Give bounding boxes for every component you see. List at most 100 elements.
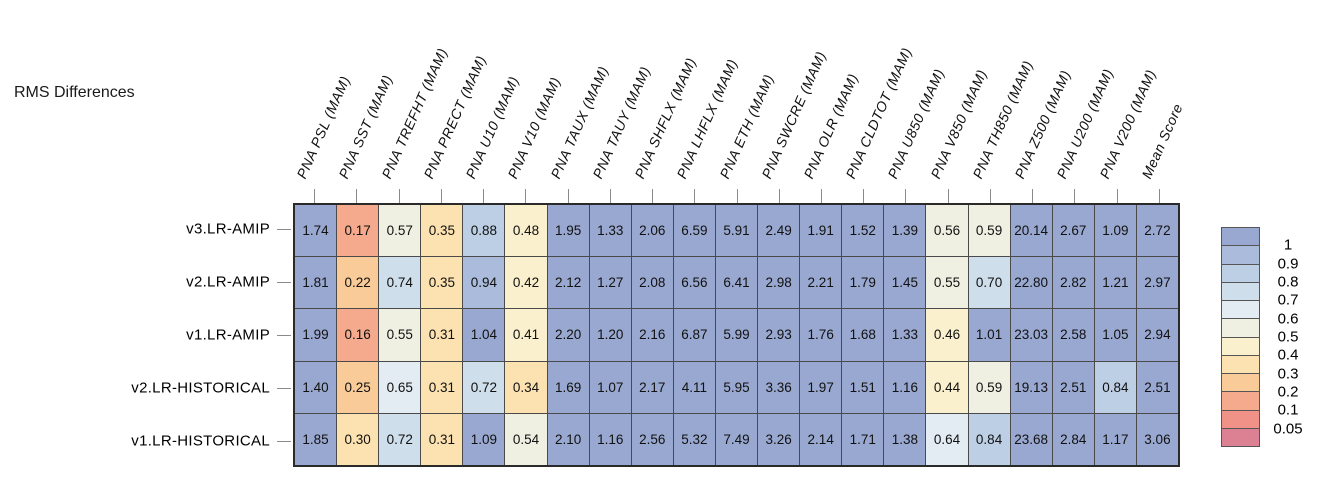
heatmap-cell: 3.06: [1136, 413, 1178, 465]
heatmap-cell: 0.57: [379, 205, 421, 257]
heatmap-cell: 23.68: [1010, 413, 1052, 465]
column-tick: [1074, 189, 1076, 203]
heatmap-cell: 0.64: [926, 413, 968, 465]
heatmap-cell: 2.51: [1052, 361, 1094, 413]
heatmap-cell: 0.46: [926, 309, 968, 361]
heatmap-cell: 1.07: [589, 361, 631, 413]
heatmap-cell: 1.68: [842, 309, 884, 361]
legend-tick-label: 0.7: [1277, 291, 1299, 309]
heatmap-cell: 0.35: [421, 257, 463, 309]
legend-color-band: [1222, 263, 1259, 282]
heatmap-cell: 1.45: [884, 257, 926, 309]
column-tick: [736, 189, 738, 203]
column-tick: [820, 189, 822, 203]
heatmap-cell: 1.99: [295, 309, 337, 361]
row-label: v1.LR-AMIP: [186, 326, 270, 344]
column-tick: [609, 189, 611, 203]
heatmap-cell: 1.16: [589, 413, 631, 465]
heatmap-cell: 2.06: [631, 205, 673, 257]
heatmap-cell: 2.58: [1052, 309, 1094, 361]
heatmap-cell: 0.84: [1094, 361, 1136, 413]
heatmap-cell: 1.17: [1094, 413, 1136, 465]
heatmap-cell: 2.84: [1052, 413, 1094, 465]
legend-color-band: [1222, 391, 1259, 410]
column-tick: [863, 189, 865, 203]
heatmap-cell: 1.69: [547, 361, 589, 413]
heatmap-cell: 1.95: [547, 205, 589, 257]
legend-tick-label: 0.9: [1277, 255, 1299, 273]
heatmap-cell: 1.79: [842, 257, 884, 309]
legend-tick-label: 0.4: [1277, 346, 1299, 364]
column-tick: [947, 189, 949, 203]
heatmap-cell: 1.97: [800, 361, 842, 413]
legend-color-band: [1222, 336, 1259, 355]
legend-color-band: [1222, 409, 1259, 428]
heatmap-cell: 1.27: [589, 257, 631, 309]
heatmap-cell: 0.42: [505, 257, 547, 309]
heatmap-cell: 2.21: [800, 257, 842, 309]
row-tick: [277, 282, 291, 284]
heatmap-cell: 1.33: [884, 309, 926, 361]
row-label: v2.LR-AMIP: [186, 273, 270, 291]
legend-tick-label: 1: [1283, 236, 1293, 254]
heatmap-cell: 5.91: [715, 205, 758, 257]
heatmap-cell: 1.38: [884, 413, 926, 465]
heatmap-grid: 1.74 0.17 0.57 0.35 0.88 0.48 1.95 1.33 2.06 6.59…: [293, 203, 1180, 467]
legend-tick-label: 0.3: [1277, 365, 1299, 383]
heatmap-cell: 5.32: [673, 413, 715, 465]
heatmap-cell: 0.54: [505, 413, 547, 465]
heatmap-cell: 2.16: [631, 309, 673, 361]
column-tick: [356, 189, 358, 203]
heatmap-cell: 0.88: [463, 205, 505, 257]
heatmap-cell: 1.20: [589, 309, 631, 361]
legend-tick-label: 0.05: [1273, 420, 1303, 438]
heatmap-cell: 6.87: [673, 309, 715, 361]
legend-tick-label: 0.6: [1277, 310, 1299, 328]
heatmap-cell: 2.51: [1136, 361, 1178, 413]
heatmap-cell: 2.17: [631, 361, 673, 413]
heatmap-cell: 0.31: [421, 413, 463, 465]
heatmap-cell: 0.72: [463, 361, 505, 413]
heatmap-cell: 0.72: [379, 413, 421, 465]
legend-tick-label: 0.8: [1277, 273, 1299, 291]
legend-color-band: [1222, 228, 1259, 246]
legend-tick-label: 0.2: [1277, 383, 1299, 401]
heatmap-cell: 0.48: [505, 205, 547, 257]
legend-tick-label: 0.5: [1277, 328, 1299, 346]
heatmap-cell: 20.14: [1010, 205, 1052, 257]
row-tick: [277, 229, 291, 231]
heatmap-cell: 7.49: [715, 413, 758, 465]
column-tick: [398, 189, 400, 203]
heatmap-cell: 3.36: [758, 361, 800, 413]
heatmap-cell: 2.97: [1136, 257, 1178, 309]
column-tick: [567, 189, 569, 203]
heatmap-cell: 6.56: [673, 257, 715, 309]
heatmap-cell: 1.91: [800, 205, 842, 257]
heatmap-cell: 1.39: [884, 205, 926, 257]
heatmap-cell: 0.56: [926, 205, 968, 257]
column-tick: [440, 189, 442, 203]
heatmap-cell: 22.80: [1010, 257, 1052, 309]
legend-color-band: [1222, 245, 1259, 264]
heatmap-cell: 1.81: [295, 257, 337, 309]
heatmap-cell: 2.67: [1052, 205, 1094, 257]
heatmap-cell: 0.22: [337, 257, 379, 309]
legend-color-band: [1222, 318, 1259, 337]
heatmap-cell: 1.04: [463, 309, 505, 361]
heatmap-cell: 2.14: [800, 413, 842, 465]
column-tick: [778, 189, 780, 203]
heatmap-cell: 1.09: [463, 413, 505, 465]
heatmap-cell: 5.95: [715, 361, 758, 413]
heatmap-cell: 1.85: [295, 413, 337, 465]
legend-color-band: [1222, 300, 1259, 319]
heatmap-cell: 0.55: [926, 257, 968, 309]
heatmap-cell: 6.59: [673, 205, 715, 257]
legend-color-band: [1222, 373, 1259, 392]
heatmap-cell: 2.10: [547, 413, 589, 465]
color-legend: [1221, 227, 1260, 447]
heatmap-cell: 0.65: [379, 361, 421, 413]
heatmap-cell: 23.03: [1010, 309, 1052, 361]
heatmap-cell: 0.74: [379, 257, 421, 309]
heatmap-cell: 1.52: [842, 205, 884, 257]
